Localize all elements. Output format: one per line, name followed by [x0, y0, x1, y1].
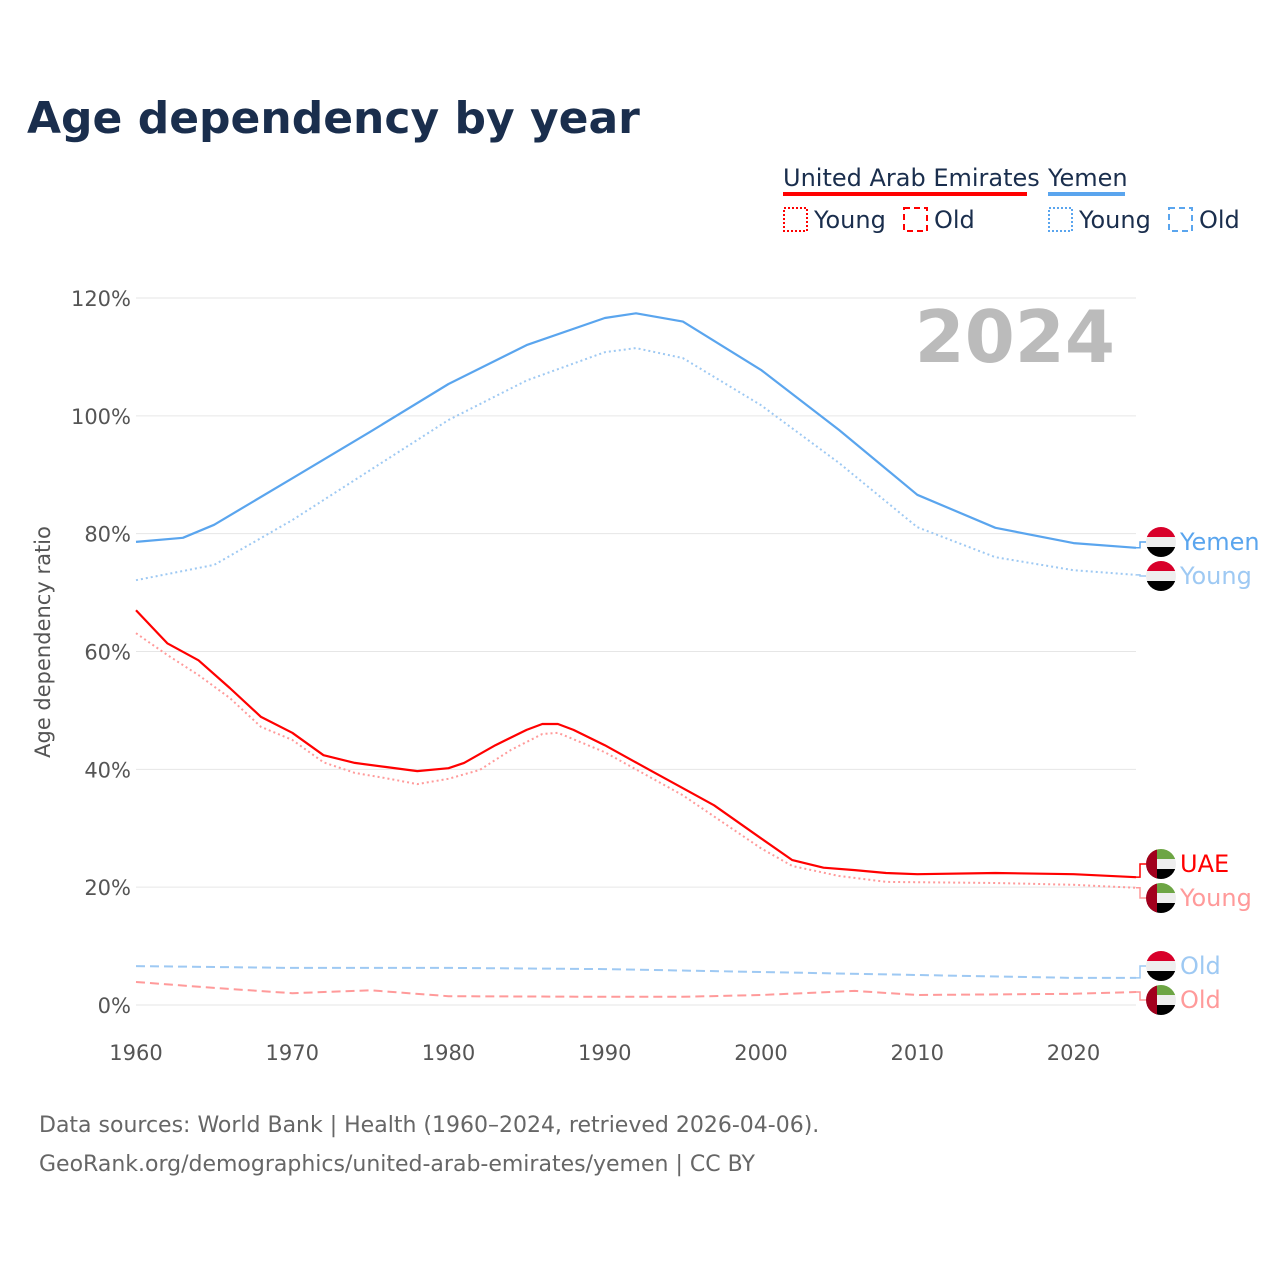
- series-line: [135, 632, 1137, 889]
- y-tick-label: 100%: [71, 405, 131, 429]
- yemen-flag-icon: [1146, 527, 1176, 557]
- label-leader-line: [1136, 541, 1146, 549]
- legend-item-label[interactable]: Old: [934, 206, 975, 234]
- legend-swatch-old[interactable]: [1168, 207, 1193, 232]
- x-tick-label: 1990: [578, 1041, 631, 1065]
- series-end-label: Yemen: [1179, 528, 1260, 556]
- footer-source: Data sources: World Bank | Health (1960–…: [39, 1113, 819, 1138]
- label-leader-line: [1136, 991, 1146, 1001]
- chart-title: Age dependency by year: [27, 93, 640, 144]
- uae-flag-icon: [1146, 985, 1176, 1015]
- legend-swatch-young[interactable]: [783, 207, 808, 232]
- x-tick-label: 1960: [109, 1041, 162, 1065]
- end-labels: Yemen Young UAE Young Old Old: [1136, 527, 1260, 1015]
- series-end-label: Young: [1179, 884, 1252, 912]
- footer-url[interactable]: GeoRank.org/demographics/united-arab-emi…: [39, 1152, 755, 1177]
- uae-flag-icon: [1146, 883, 1176, 913]
- legend-swatch-old[interactable]: [903, 207, 928, 232]
- label-leader-line: [1136, 887, 1146, 899]
- y-axis-label: Age dependency ratio: [31, 526, 55, 758]
- label-leader-line: [1136, 863, 1146, 878]
- uae-flag-icon: [1146, 849, 1176, 879]
- legend-swatch-young[interactable]: [1048, 207, 1073, 232]
- grid: 0% 20% 40% 60% 80% 100% 120% 1960 1970 1980 1990 20…: [71, 287, 1136, 1065]
- series-end-label: Old: [1180, 952, 1221, 980]
- x-tick-label: 2010: [891, 1041, 944, 1065]
- series-end-label: Young: [1179, 562, 1252, 590]
- y-tick-label: 60%: [84, 641, 131, 665]
- legend-item-label[interactable]: Young: [813, 206, 886, 234]
- legend-group-title[interactable]: United Arab Emirates: [783, 164, 1040, 192]
- series-end-label: UAE: [1180, 850, 1229, 878]
- y-tick-label: 80%: [84, 523, 131, 547]
- x-tick-label: 1980: [422, 1041, 475, 1065]
- y-tick-label: 40%: [84, 758, 131, 782]
- label-leader-line: [1136, 965, 1146, 979]
- legend-group-underline: [783, 192, 1027, 196]
- year-watermark: 2024: [915, 295, 1115, 379]
- yemen-flag-icon: [1146, 951, 1176, 981]
- series-line: [135, 981, 1137, 998]
- legend: United Arab Emirates Young Old Yemen Young Ol…: [783, 164, 1240, 234]
- series-end-label: Old: [1180, 986, 1221, 1014]
- x-tick-label: 1970: [266, 1041, 319, 1065]
- legend-item-label[interactable]: Old: [1199, 206, 1240, 234]
- series-line: [135, 347, 1137, 582]
- label-leader-line: [1136, 574, 1146, 577]
- legend-item-label[interactable]: Young: [1078, 206, 1151, 234]
- legend-group-title[interactable]: Yemen: [1047, 164, 1128, 192]
- yemen-flag-icon: [1146, 561, 1176, 591]
- x-tick-label: 2000: [734, 1041, 787, 1065]
- legend-group-underline: [1048, 192, 1125, 196]
- y-tick-label: 20%: [84, 876, 131, 900]
- series-line: [135, 965, 1136, 979]
- y-tick-label: 120%: [71, 287, 131, 311]
- y-tick-label: 0%: [98, 994, 131, 1018]
- series-lines: [135, 312, 1137, 998]
- x-tick-label: 2020: [1047, 1041, 1100, 1065]
- series-line: [135, 609, 1137, 879]
- series-line: [135, 312, 1137, 549]
